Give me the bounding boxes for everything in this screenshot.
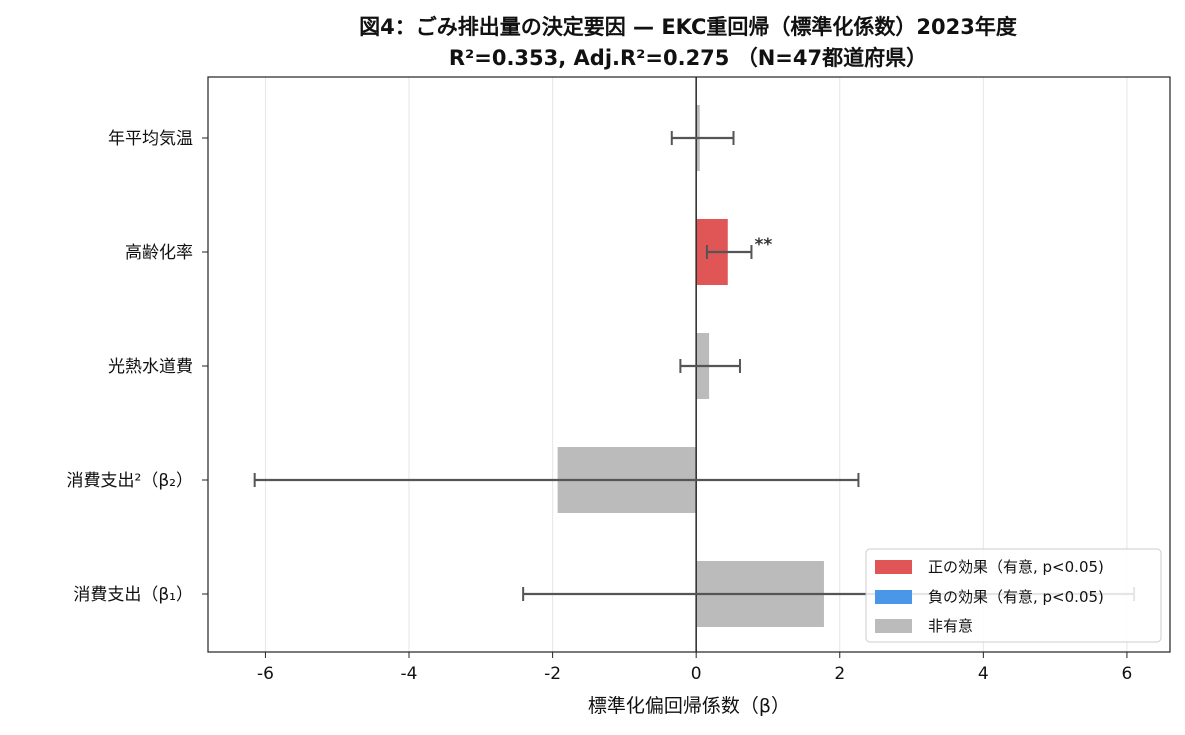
- category-label-2: 光熱水道費: [108, 357, 193, 377]
- category-label-3: 消費支出²（β₂）: [67, 471, 193, 491]
- legend-label-nonsignificant: 非有意: [928, 617, 973, 635]
- category-label-0: 年平均気温: [108, 129, 193, 149]
- x-tick-label: 0: [691, 664, 702, 684]
- category-label-4: 消費支出（β₁）: [73, 585, 193, 605]
- plot-frame: [207, 76, 1171, 653]
- legend-swatch-positive: [875, 560, 912, 574]
- x-tick-label: 2: [834, 664, 845, 684]
- error-bars: [253, 131, 1136, 601]
- significance-labels: **: [754, 235, 772, 255]
- x-axis-ticks: -6 -4 -2 0 2 4 6: [257, 652, 1132, 684]
- significance-label-1: **: [754, 235, 772, 255]
- legend-label-negative: 負の効果（有意, p<0.05): [928, 588, 1104, 606]
- x-tick-label: -6: [257, 664, 274, 684]
- chart-title: 図4：ごみ排出量の決定要因 — EKC重回帰（標準化係数）2023年度: [359, 15, 1017, 39]
- chart-subtitle: R²=0.353, Adj.R²=0.275 （N=47都道府県）: [449, 46, 927, 70]
- x-tick-label: 4: [978, 664, 989, 684]
- x-tick-label: -2: [544, 664, 561, 684]
- x-tick-label: 6: [1122, 664, 1133, 684]
- legend: 正の効果（有意, p<0.05) 負の効果（有意, p<0.05) 非有意: [865, 548, 1162, 643]
- x-tick-label: -4: [401, 664, 418, 684]
- legend-box: [865, 548, 1162, 643]
- legend-label-positive: 正の効果（有意, p<0.05): [928, 558, 1104, 576]
- legend-swatch-negative: [875, 590, 912, 604]
- legend-swatch-nonsignificant: [875, 619, 912, 633]
- category-label-1: 高齢化率: [125, 243, 193, 263]
- x-axis-label: 標準化偏回帰係数（β）: [588, 695, 790, 717]
